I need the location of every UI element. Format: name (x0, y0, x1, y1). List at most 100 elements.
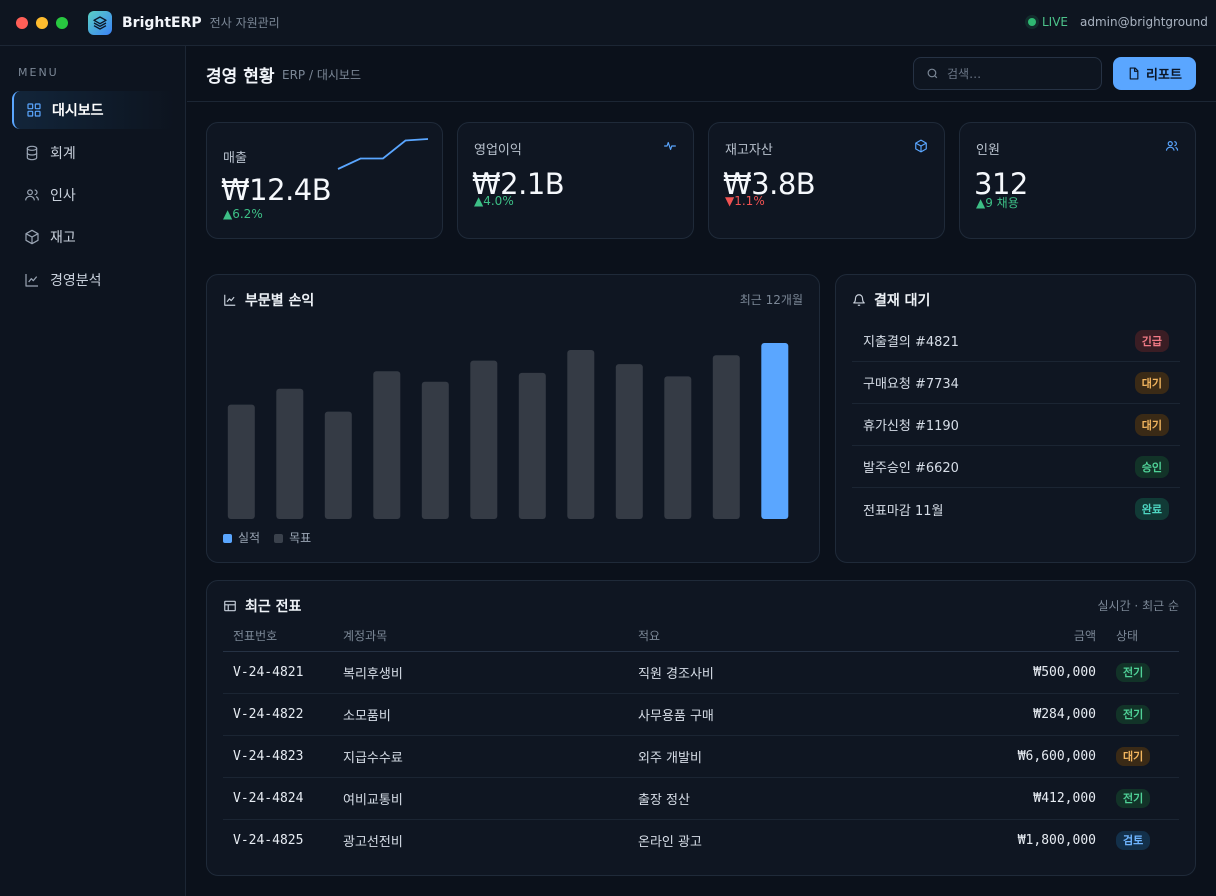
app-logo (88, 10, 112, 35)
users-icon (25, 189, 39, 201)
bell-icon (853, 294, 865, 306)
kpi-label: 인원 (976, 143, 1000, 158)
table-row[interactable]: V-24-4824 여비교통비 출장 정산 ₩412,000 전기 (223, 777, 1179, 820)
status-badge: 승인 (1134, 455, 1169, 478)
approval-item[interactable]: 발주승인 #6620 승인 (852, 446, 1180, 488)
box-icon (915, 139, 927, 153)
status-badge: 대기 (1134, 371, 1169, 394)
cell-account: 복리후생비 (333, 651, 628, 694)
approval-item[interactable]: 구매요청 #7734 대기 (852, 362, 1180, 404)
menu-label: MENU (18, 66, 59, 79)
cell-status: 검토 (1106, 819, 1179, 861)
chart-bar[interactable] (470, 360, 498, 519)
column-header[interactable]: 상태 (1106, 621, 1179, 652)
approval-label: 지출결의 #4821 (863, 335, 959, 350)
report-button[interactable]: 리포트 (1113, 57, 1196, 90)
approval-item[interactable]: 전표마감 11월 완료 (852, 488, 1180, 530)
table-row[interactable]: V-24-4822 소모품비 사무용품 구매 ₩284,000 전기 (223, 693, 1179, 736)
cell-account: 광고선전비 (343, 834, 403, 850)
chart-period[interactable]: 최근 12개월 (739, 293, 803, 307)
sidebar-item-label: 재고 (50, 230, 76, 246)
kpi-change: ▲4.0% (474, 194, 514, 208)
table-row[interactable]: V-24-4823 지급수수료 외주 개발비 ₩6,600,000 대기 (223, 735, 1179, 778)
kpi-card-revenue: 매출 ₩12.4B ▲6.2% (206, 122, 443, 239)
kpi-value: 312 (974, 167, 1028, 201)
cell-memo: 출장 정산 (628, 777, 888, 820)
column-header[interactable]: 계정과목 (333, 621, 628, 652)
cell-amount: ₩412,000 (888, 777, 1106, 820)
database-icon (26, 145, 38, 161)
chart-bar[interactable] (518, 372, 546, 519)
sidebar: MENU 대시보드 회계 인사 재고 경영분석 (0, 46, 186, 896)
cell-id: V-24-4823 (223, 735, 333, 778)
column-header[interactable]: 전표번호 (223, 621, 333, 652)
kpi-change: ▼1.1% (725, 194, 765, 208)
cell-status: 전기 (1106, 693, 1179, 736)
column-header[interactable]: 금액 (888, 621, 1106, 652)
table-icon (224, 600, 236, 612)
layers-icon (93, 15, 107, 30)
sidebar-item-accounting[interactable]: 회계 (12, 134, 174, 172)
kpi-value: ₩2.1B (472, 167, 565, 201)
close-window-button[interactable] (16, 16, 28, 29)
chart-bar[interactable] (664, 376, 692, 519)
revenue-sparkline (337, 138, 429, 170)
sidebar-item-inventory[interactable]: 재고 (12, 218, 174, 256)
title-bar: BrightERP 전사 자원관리 LIVE admin@brightgroun… (0, 0, 1216, 46)
vouchers-table: 전표번호 계정과목 적요 금액 상태 V-24-4821 복리후생비 직원 경조사비… (223, 621, 1179, 861)
chart-bar[interactable] (761, 343, 789, 519)
cell-amount: ₩1,800,000 (1017, 832, 1096, 848)
approval-item[interactable]: 휴가신청 #1190 대기 (852, 404, 1180, 446)
approval-label: 전표마감 11월 (863, 503, 944, 519)
page-title: 경영 현황 (206, 67, 275, 87)
chart-line-icon (224, 294, 236, 306)
approval-label: 구매요청 #7734 (863, 377, 959, 392)
kpi-label: 매출 (223, 151, 247, 166)
sidebar-item-dashboard[interactable]: 대시보드 (12, 91, 174, 129)
sidebar-item-hr[interactable]: 인사 (12, 176, 174, 214)
users-icon (1165, 141, 1179, 151)
report-button-label: 리포트 (1146, 68, 1182, 83)
cell-status: 전기 (1106, 651, 1179, 694)
search-icon (927, 68, 938, 79)
legend-item-target: 목표 (274, 529, 311, 546)
cell-amount: ₩284,000 (888, 693, 1106, 736)
status-badge: 전기 (1116, 705, 1151, 724)
search-box[interactable] (913, 57, 1102, 90)
approval-item[interactable]: 지출결의 #4821 긴급 (852, 320, 1180, 362)
chart-title: 부문별 손익 (245, 293, 315, 309)
chart-bar[interactable] (324, 411, 352, 519)
minimize-window-button[interactable] (36, 16, 48, 29)
kpi-change: ▲9 채용 (976, 196, 1019, 210)
chart-bar[interactable] (421, 381, 449, 519)
approval-label: 발주승인 #6620 (863, 461, 959, 476)
legend-item-actual: 실적 (223, 529, 260, 546)
status-badge: 대기 (1116, 747, 1151, 766)
search-input[interactable] (947, 66, 1087, 81)
breadcrumb[interactable]: ERP / 대시보드 (282, 68, 361, 82)
chart-line-icon (25, 274, 38, 287)
maximize-window-button[interactable] (56, 16, 68, 29)
chart-bar[interactable] (567, 350, 595, 519)
window-controls (16, 16, 68, 29)
chart-bar[interactable] (227, 404, 255, 519)
app-subtitle: 전사 자원관리 (209, 16, 280, 30)
legend-label: 목표 (289, 531, 312, 545)
kpi-card-operating-profit: 영업이익 ₩2.1B ▲4.0% (457, 122, 694, 239)
table-row[interactable]: V-24-4821 복리후생비 직원 경조사비 ₩500,000 전기 (223, 651, 1179, 694)
live-indicator: LIVE (1028, 15, 1068, 29)
chart-bar[interactable] (712, 355, 740, 519)
table-row[interactable]: V-24-4825 광고선전비 온라인 광고 ₩1,800,000 검토 (223, 819, 1179, 861)
app-name: BrightERP (122, 14, 202, 31)
user-account[interactable]: admin@brightground (1080, 15, 1208, 29)
column-header[interactable]: 적요 (628, 621, 888, 652)
chart-bar[interactable] (373, 371, 401, 519)
approvals-title: 결재 대기 (874, 293, 931, 309)
chart-bar[interactable] (276, 388, 304, 519)
live-label: LIVE (1042, 15, 1069, 29)
chart-bar[interactable] (615, 364, 643, 519)
sidebar-item-analytics[interactable]: 경영분석 (12, 261, 174, 299)
cell-id: V-24-4825 (233, 832, 304, 848)
status-badge: 전기 (1116, 663, 1151, 682)
box-icon (25, 229, 39, 245)
